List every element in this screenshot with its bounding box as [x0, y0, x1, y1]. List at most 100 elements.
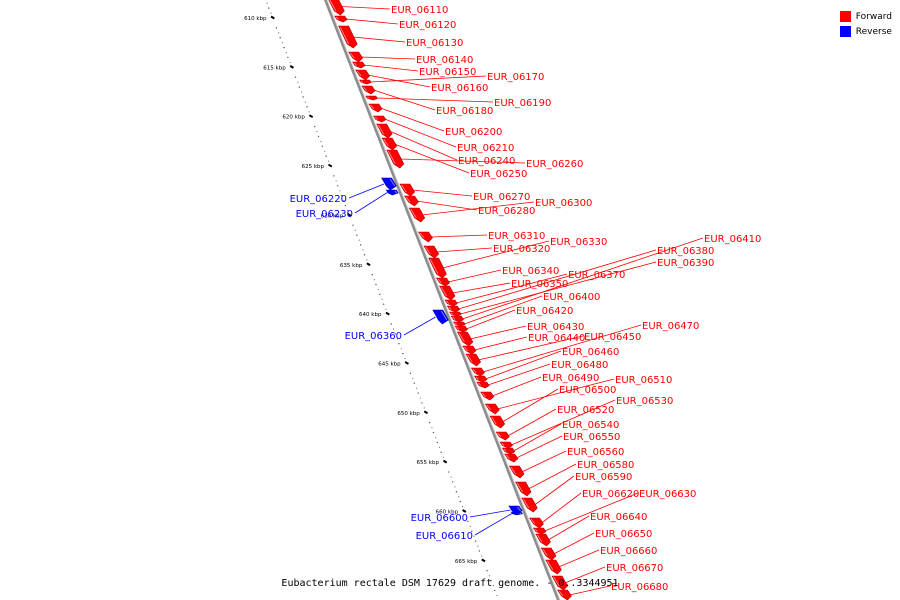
gene-eur-06530[interactable]	[499, 441, 513, 449]
gene-eur-06430[interactable]	[456, 331, 474, 347]
gene-eur-06580[interactable]	[515, 481, 532, 497]
gene-eur-06110[interactable]	[328, 0, 345, 16]
gene-eur-06640[interactable]	[535, 533, 551, 547]
gene-label-eur-06300[interactable]: EUR_06300	[535, 198, 592, 209]
gene-eur-06350[interactable]	[439, 285, 456, 301]
gene-eur-06500[interactable]	[489, 415, 506, 429]
gene-label-eur-06630[interactable]: EUR_06630	[639, 489, 696, 500]
gene-eur-06390[interactable]	[449, 311, 462, 317]
gene-label-eur-06280[interactable]: EUR_06280	[478, 206, 535, 217]
gene-eur-06250[interactable]	[381, 137, 398, 151]
gene-label-eur-06220[interactable]: EUR_06220	[290, 194, 347, 205]
gene-label-eur-06130[interactable]: EUR_06130	[406, 38, 463, 49]
gene-label-eur-06160[interactable]: EUR_06160	[431, 83, 488, 94]
gene-label-eur-06480[interactable]: EUR_06480	[551, 360, 608, 371]
gene-label-eur-06110[interactable]: EUR_06110	[391, 5, 448, 16]
gene-label-eur-06520[interactable]: EUR_06520	[557, 405, 614, 416]
gene-eur-06440[interactable]	[462, 345, 477, 355]
gene-eur-06520[interactable]	[495, 431, 510, 441]
gene-eur-06200[interactable]	[368, 103, 383, 113]
gene-label-eur-06600[interactable]: EUR_06600	[411, 513, 468, 524]
gene-label-eur-06120[interactable]: EUR_06120	[399, 20, 456, 31]
gene-eur-06270[interactable]	[399, 183, 416, 197]
gene-eur-06410[interactable]	[450, 315, 464, 323]
gene-label-eur-06170[interactable]: EUR_06170	[487, 72, 544, 83]
gene-label-eur-06390[interactable]: EUR_06390	[657, 258, 714, 269]
gene-eur-06590[interactable]	[521, 497, 538, 513]
gene-eur-06680[interactable]	[557, 589, 572, 600]
gene-eur-06510[interactable]	[484, 403, 500, 415]
gene-label-eur-06530[interactable]: EUR_06530	[616, 396, 673, 407]
gene-eur-06220[interactable]	[381, 177, 397, 191]
gene-label-eur-06410[interactable]: EUR_06410	[704, 234, 761, 245]
gene-label-eur-06320[interactable]: EUR_06320	[493, 244, 550, 255]
gene-eur-06260[interactable]	[386, 149, 405, 169]
gene-eur-06140[interactable]	[348, 51, 364, 63]
gene-label-eur-06550[interactable]: EUR_06550	[563, 432, 620, 443]
gene-eur-06320[interactable]	[423, 245, 440, 259]
gene-eur-06360[interactable]	[432, 309, 449, 325]
gene-label-eur-06250[interactable]: EUR_06250	[470, 169, 527, 180]
gene-eur-06340[interactable]	[435, 277, 450, 287]
gene-eur-06370[interactable]	[444, 299, 458, 307]
gene-eur-06330[interactable]	[428, 257, 447, 279]
gene-label-eur-06640[interactable]: EUR_06640	[590, 512, 647, 523]
gene-eur-06180[interactable]	[361, 85, 376, 95]
gene-eur-06120[interactable]	[334, 15, 348, 23]
gene-eur-06450[interactable]	[465, 353, 481, 367]
gene-label-eur-06260[interactable]: EUR_06260	[526, 159, 583, 170]
gene-label-eur-06270[interactable]: EUR_06270	[473, 192, 530, 203]
gene-eur-06240[interactable]	[376, 123, 393, 139]
gene-features[interactable]	[328, 0, 572, 600]
gene-label-eur-06210[interactable]: EUR_06210	[457, 143, 514, 154]
gene-label-eur-06670[interactable]: EUR_06670	[606, 563, 663, 574]
gene-eur-06150[interactable]	[352, 61, 366, 69]
gene-label-eur-06150[interactable]: EUR_06150	[419, 67, 476, 78]
gene-label-eur-06340[interactable]: EUR_06340	[502, 266, 559, 277]
gene-eur-06540[interactable]	[501, 447, 516, 455]
gene-eur-06420[interactable]	[454, 325, 468, 333]
gene-label-eur-06540[interactable]: EUR_06540	[562, 420, 619, 431]
gene-label-eur-06450[interactable]: EUR_06450	[584, 332, 641, 343]
gene-eur-06300[interactable]	[408, 207, 426, 223]
gene-label-eur-06680[interactable]: EUR_06680	[611, 582, 668, 593]
gene-label-eur-06440[interactable]: EUR_06440	[528, 333, 585, 344]
gene-eur-06460[interactable]	[473, 375, 488, 383]
gene-label-eur-06240[interactable]: EUR_06240	[458, 156, 515, 167]
gene-eur-06550[interactable]	[504, 453, 519, 463]
gene-eur-06650[interactable]	[540, 547, 557, 561]
gene-label-eur-06580[interactable]: EUR_06580	[577, 460, 634, 471]
gene-label-eur-06330[interactable]: EUR_06330	[550, 237, 607, 248]
gene-label-eur-06180[interactable]: EUR_06180	[436, 106, 493, 117]
gene-label-eur-06200[interactable]: EUR_06200	[445, 127, 502, 138]
gene-label-eur-06370[interactable]: EUR_06370	[568, 270, 625, 281]
gene-label-eur-06430[interactable]: EUR_06430	[527, 322, 584, 333]
gene-eur-06670[interactable]	[551, 575, 568, 591]
gene-label-eur-06650[interactable]: EUR_06650	[595, 529, 652, 540]
gene-eur-06280[interactable]	[404, 195, 419, 207]
gene-eur-06190[interactable]	[365, 95, 378, 101]
gene-eur-06310[interactable]	[418, 231, 433, 243]
gene-eur-06160[interactable]	[355, 69, 370, 81]
gene-eur-06490[interactable]	[480, 391, 495, 401]
gene-label-eur-06360[interactable]: EUR_06360	[345, 331, 402, 342]
gene-label-eur-06350[interactable]: EUR_06350	[511, 279, 568, 290]
gene-eur-06620[interactable]	[529, 517, 544, 529]
gene-eur-06610[interactable]	[510, 511, 523, 516]
gene-label-eur-06490[interactable]: EUR_06490	[542, 373, 599, 384]
gene-eur-06130[interactable]	[338, 25, 358, 49]
gene-label-eur-06420[interactable]: EUR_06420	[516, 306, 573, 317]
gene-eur-06560[interactable]	[508, 465, 525, 479]
gene-label-eur-06460[interactable]: EUR_06460	[562, 347, 619, 358]
gene-label-eur-06230[interactable]: EUR_06230	[296, 209, 353, 220]
gene-label-eur-06470[interactable]: EUR_06470	[642, 321, 699, 332]
gene-labels[interactable]: EUR_06110EUR_06120EUR_06130EUR_06140EUR_…	[290, 5, 762, 593]
gene-label-eur-06310[interactable]: EUR_06310	[488, 231, 545, 242]
gene-label-eur-06660[interactable]: EUR_06660	[600, 546, 657, 557]
gene-label-eur-06510[interactable]: EUR_06510	[615, 375, 672, 386]
gene-label-eur-06610[interactable]: EUR_06610	[416, 531, 473, 542]
gene-label-eur-06400[interactable]: EUR_06400	[543, 292, 600, 303]
gene-label-eur-06380[interactable]: EUR_06380	[657, 246, 714, 257]
gene-eur-06380[interactable]	[446, 305, 461, 313]
